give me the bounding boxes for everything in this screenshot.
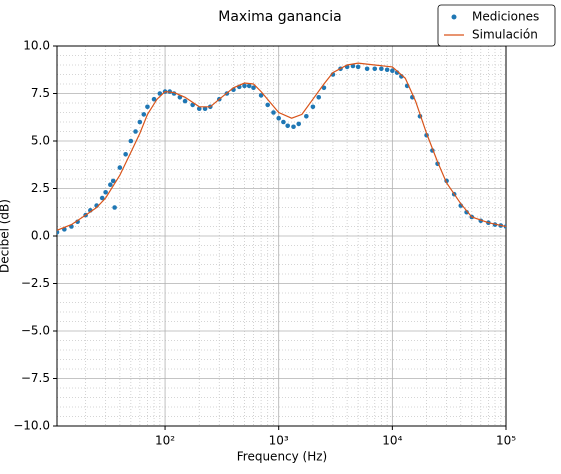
legend-label: Mediciones bbox=[472, 10, 539, 24]
point bbox=[291, 124, 296, 130]
line bbox=[57, 62, 506, 231]
point bbox=[285, 123, 291, 129]
point bbox=[364, 66, 370, 72]
y-tick-label: −7.5 bbox=[21, 371, 50, 385]
point bbox=[182, 98, 188, 104]
point bbox=[110, 178, 116, 184]
legend-box bbox=[437, 4, 556, 47]
point bbox=[145, 104, 150, 110]
point bbox=[464, 209, 469, 215]
legend-label: Simulación bbox=[472, 28, 538, 42]
point bbox=[281, 119, 286, 125]
y-tick-label: 10.0 bbox=[23, 39, 50, 53]
chart-title: Maxima ganancia bbox=[218, 9, 341, 25]
point bbox=[123, 152, 128, 157]
y-tick-label: 0.0 bbox=[31, 229, 50, 243]
point bbox=[271, 110, 276, 115]
point bbox=[265, 102, 270, 108]
y-tick-label: 2.5 bbox=[31, 181, 50, 195]
y-tick-label: −5.0 bbox=[21, 324, 50, 338]
point bbox=[202, 106, 208, 111]
x-tick-label: 10⁴ bbox=[382, 434, 402, 448]
plot-area bbox=[57, 62, 506, 235]
point bbox=[137, 119, 143, 125]
point bbox=[99, 195, 105, 201]
point bbox=[304, 114, 309, 119]
point bbox=[355, 64, 361, 70]
point bbox=[379, 66, 384, 72]
point bbox=[246, 83, 252, 89]
point bbox=[251, 85, 256, 91]
point bbox=[310, 104, 316, 110]
x-tick-label: 10² bbox=[155, 434, 175, 448]
point bbox=[321, 85, 327, 91]
y-axis-label: Decibel (dB) bbox=[0, 199, 12, 273]
y-tick-label: −10.0 bbox=[13, 419, 50, 433]
y-tick-label: 7.5 bbox=[31, 86, 50, 100]
legend-swatch bbox=[451, 14, 457, 20]
point bbox=[384, 67, 390, 73]
point bbox=[57, 229, 60, 235]
point bbox=[242, 83, 247, 89]
point bbox=[141, 112, 147, 117]
point bbox=[151, 96, 157, 102]
point bbox=[258, 93, 264, 98]
point bbox=[117, 165, 123, 170]
point bbox=[372, 66, 378, 72]
y-tick-label: 5.0 bbox=[31, 134, 50, 148]
point bbox=[133, 129, 138, 134]
point bbox=[112, 205, 117, 210]
point bbox=[390, 68, 395, 73]
x-tick-label: 10⁵ bbox=[496, 434, 516, 448]
point bbox=[128, 138, 134, 144]
x-tick-label: 10³ bbox=[269, 434, 289, 448]
point bbox=[296, 121, 302, 127]
y-tick-label: −2.5 bbox=[21, 276, 50, 290]
point bbox=[103, 190, 108, 195]
point bbox=[276, 115, 282, 121]
point bbox=[108, 182, 113, 187]
x-axis-label: Frequency (Hz) bbox=[237, 450, 328, 464]
plot-frame bbox=[56, 45, 507, 427]
point bbox=[316, 95, 322, 100]
point bbox=[196, 106, 202, 111]
